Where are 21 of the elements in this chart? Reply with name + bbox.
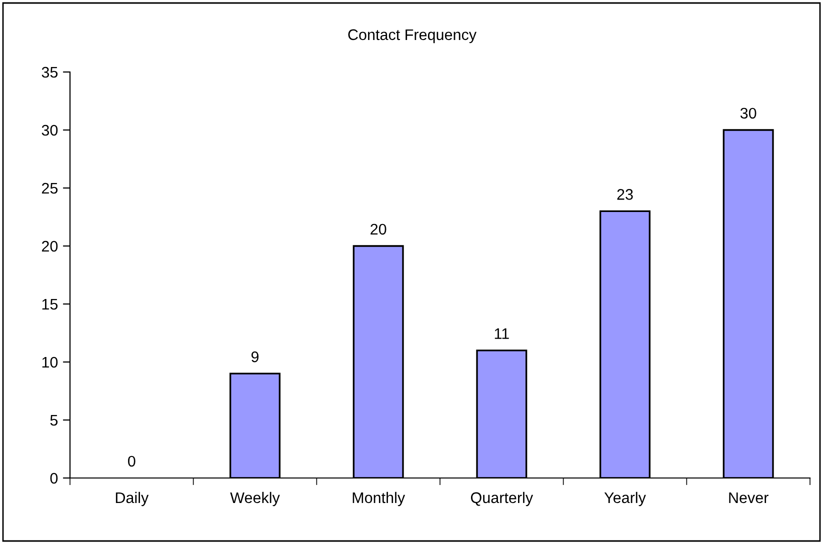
- y-tick-label: 25: [42, 182, 58, 194]
- x-tick-label: Yearly: [604, 492, 646, 506]
- data-label: 20: [370, 224, 386, 235]
- data-label: 23: [617, 189, 633, 200]
- x-tick-label: Daily: [116, 492, 149, 506]
- data-label: 30: [740, 108, 756, 119]
- y-tick-label: 30: [42, 124, 58, 136]
- y-tick-label: 5: [50, 415, 58, 426]
- data-label: 0: [128, 456, 136, 467]
- y-tick-label: 35: [42, 66, 58, 78]
- chart-title: Contact Frequency: [348, 29, 477, 44]
- y-tick-label: 0: [50, 472, 58, 484]
- y-tick-label: 15: [42, 299, 58, 310]
- y-tick-label: 20: [42, 240, 58, 252]
- x-tick-label: Monthly: [352, 492, 406, 506]
- x-tick-label: Quarterly: [470, 492, 534, 506]
- data-label: 9: [251, 351, 259, 362]
- x-tick-label: Weekly: [230, 492, 280, 506]
- x-tick-label: Never: [729, 492, 768, 504]
- y-tick-label: 10: [42, 356, 58, 368]
- data-label: 11: [494, 328, 509, 339]
